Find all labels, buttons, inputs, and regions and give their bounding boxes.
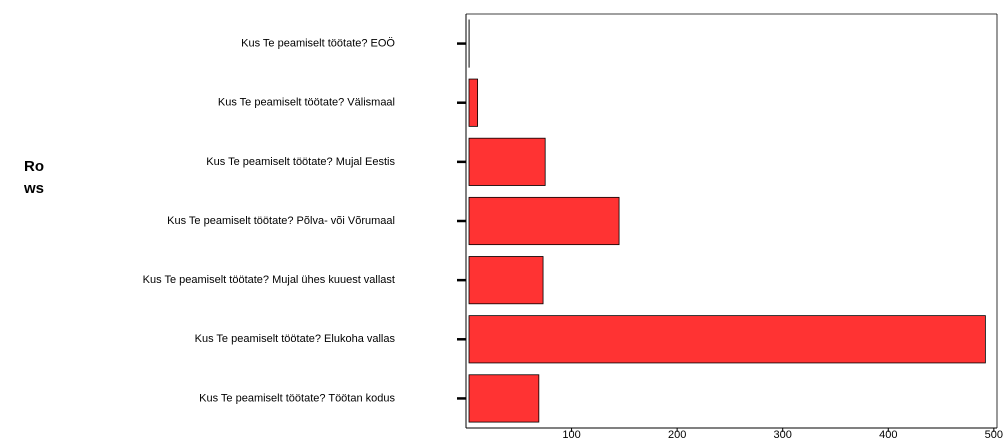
x-tick-label: 500 <box>985 429 1003 441</box>
y-tick-label: Kus Te peamiselt töötate? Välismaal <box>218 97 395 109</box>
bar <box>468 256 544 305</box>
bar <box>468 137 546 186</box>
x-tick-label: 400 <box>879 429 897 441</box>
x-tick-label: 200 <box>668 429 686 441</box>
bar <box>468 196 620 246</box>
x-tick-label: 300 <box>774 429 792 441</box>
bar <box>468 78 479 127</box>
y-tick-label: Kus Te peamiselt töötate? Põlva- või Võr… <box>167 215 395 227</box>
y-tick-label: Kus Te peamiselt töötate? Mujal Eestis <box>206 156 395 168</box>
bar <box>468 315 986 364</box>
y-axis-label: Rows <box>24 158 45 197</box>
y-tick-label: Kus Te peamiselt töötate? Mujal ühes kuu… <box>143 274 395 286</box>
y-tick-label: Kus Te peamiselt töötate? Elukoha vallas <box>195 333 396 345</box>
y-tick-label: Kus Te peamiselt töötate? Töötan kodus <box>199 392 395 404</box>
bar <box>468 374 540 423</box>
x-tick-label: 100 <box>562 429 580 441</box>
y-tick-label: Kus Te peamiselt töötate? EOÖ <box>241 37 395 49</box>
